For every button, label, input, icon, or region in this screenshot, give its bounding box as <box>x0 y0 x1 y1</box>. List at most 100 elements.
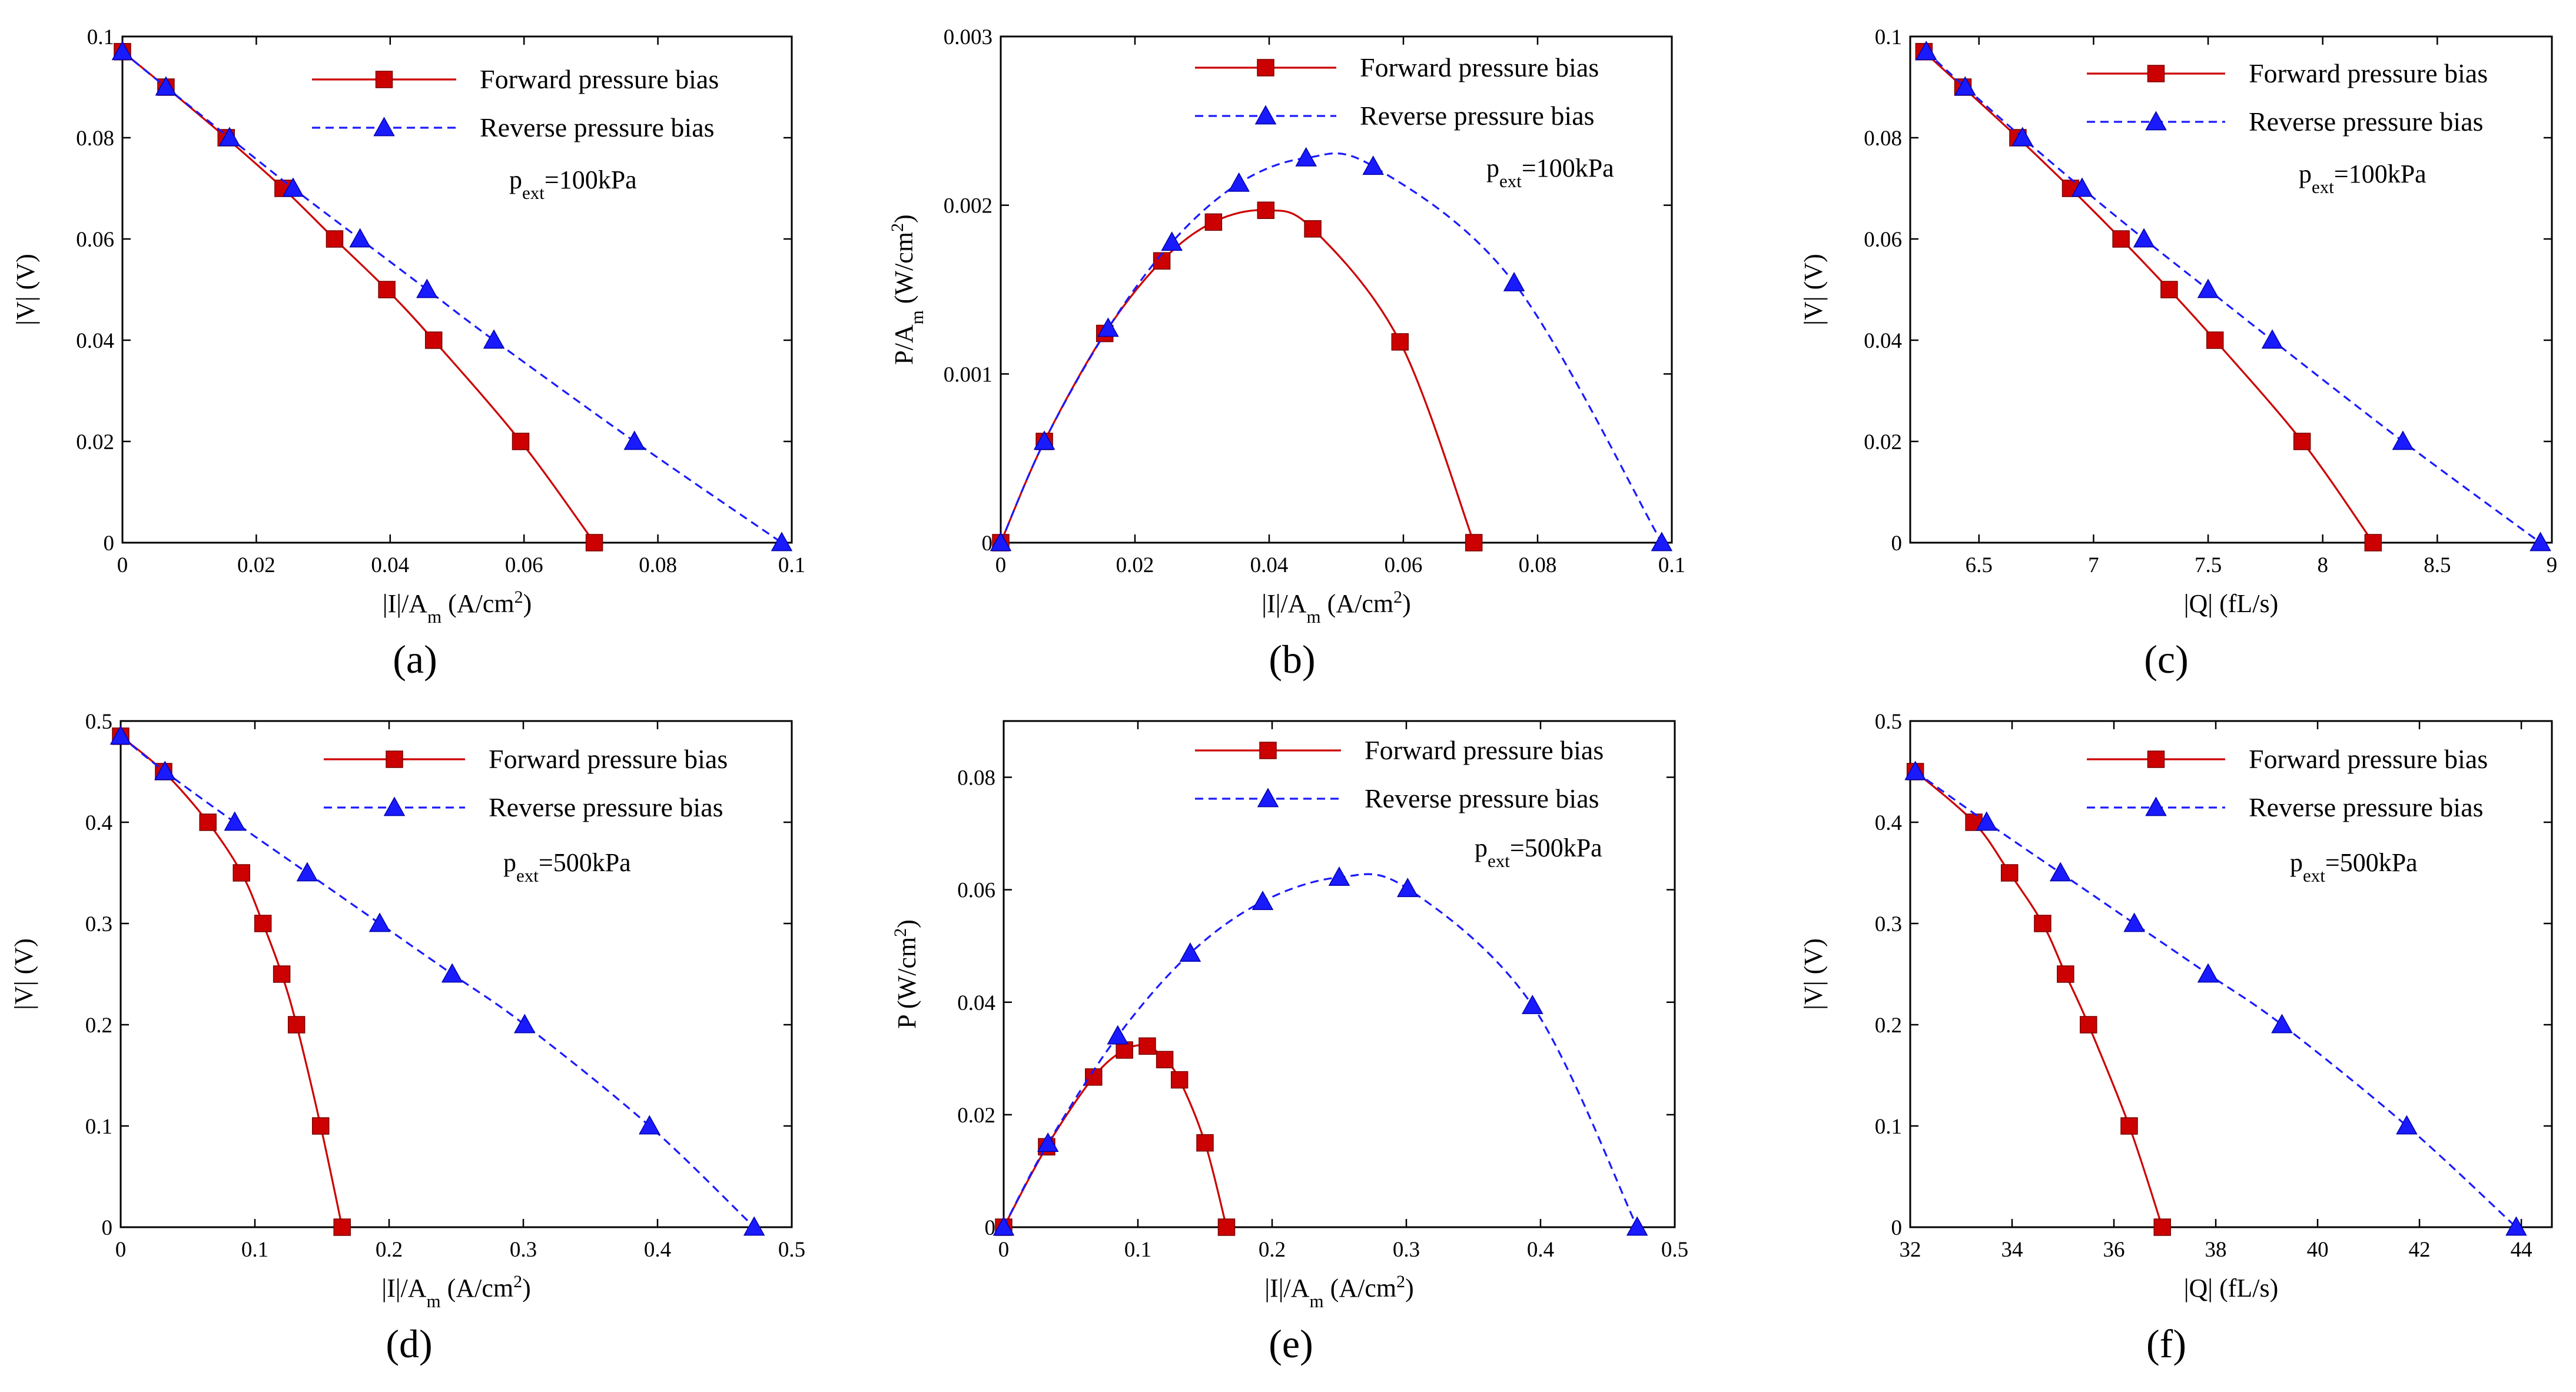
data-point <box>771 531 793 552</box>
legend-label: Forward pressure bias <box>2249 58 2488 88</box>
legend-marker <box>1254 105 1277 125</box>
data-point <box>2071 177 2093 197</box>
data-point <box>2206 331 2224 349</box>
y-axis-label: P (W/cm2) <box>891 919 922 1029</box>
panel-label: (c) <box>2144 637 2188 682</box>
data-point <box>199 813 217 831</box>
data-point <box>2529 531 2551 552</box>
data-point <box>1138 1037 1156 1055</box>
data-point <box>2034 915 2051 932</box>
data-point <box>512 433 530 450</box>
x-axis-label: |I|/Am (A/cm2) <box>383 587 532 627</box>
legend-label: Forward pressure bias <box>489 744 728 774</box>
data-point <box>2011 127 2034 147</box>
data-point <box>1362 155 1384 175</box>
data-point <box>1217 1218 1236 1236</box>
pressure-annotation: pext=100kPa <box>2299 160 2426 197</box>
x-tick-label: 0.3 <box>1393 1238 1420 1262</box>
data-point <box>2392 430 2414 450</box>
y-tick-label: 0.5 <box>1875 710 1902 734</box>
data-point <box>1033 430 1055 450</box>
legend-marker <box>375 71 393 88</box>
data-point <box>2396 1115 2418 1135</box>
legend-label: Reverse pressure bias <box>1360 101 1595 131</box>
y-tick-label: 0 <box>102 1216 113 1240</box>
series-reverse <box>111 41 793 552</box>
x-tick-label: 0.1 <box>778 553 805 577</box>
x-tick-label: 0.02 <box>237 553 275 577</box>
panel-label: (b) <box>1269 637 1315 682</box>
data-point <box>2505 1216 2527 1236</box>
x-axis-label: |I|/Am (A/cm2) <box>381 1272 530 1311</box>
data-point <box>1170 1071 1189 1089</box>
data-point <box>1116 1041 1133 1059</box>
y-axis-label: |V| (V) <box>1799 254 1828 325</box>
series-reverse <box>992 866 1648 1236</box>
chart-panel-f: 32 34 36 38 40 42 44 0 0.1 0.2 0.3 0.4 0.5 |Q| (fL/s)… <box>1799 710 2553 1366</box>
data-point <box>585 534 603 552</box>
x-tick-label: 0.04 <box>371 553 409 577</box>
x-axis-label: |Q| (fL/s) <box>2184 589 2279 618</box>
data-point <box>155 76 177 96</box>
data-point <box>2293 433 2311 450</box>
data-point <box>2112 230 2130 248</box>
legend-label: Reverse pressure bias <box>2249 107 2484 137</box>
y-tick-label: 0.002 <box>944 194 992 218</box>
pressure-annotation: pext=100kPa <box>1486 154 1614 191</box>
x-tick-label: 0 <box>115 1238 127 1262</box>
data-point <box>2120 1117 2138 1135</box>
data-point <box>287 1016 306 1034</box>
x-tick-label: 0.1 <box>1658 553 1685 577</box>
y-tick-label: 0.3 <box>1875 912 1902 936</box>
y-tick-label: 0.4 <box>1875 811 1902 835</box>
x-tick-label: 0.06 <box>1385 553 1423 577</box>
y-tick-label: 0.06 <box>76 228 114 252</box>
data-point <box>2057 965 2074 983</box>
y-tick-label: 0.06 <box>957 879 995 903</box>
series-reverse <box>1904 760 2527 1236</box>
y-axis-label: |V| (V) <box>11 254 40 325</box>
y-tick-label: 0 <box>104 531 115 556</box>
data-point <box>2197 278 2219 298</box>
data-point <box>1976 811 1998 831</box>
series-line <box>1002 1044 1228 1228</box>
data-point <box>1037 1132 1059 1152</box>
series-forward <box>992 201 1483 552</box>
data-point <box>639 1115 660 1135</box>
x-tick-label: 0.2 <box>376 1238 403 1262</box>
data-point <box>2160 281 2178 298</box>
legend-label: Reverse pressure bias <box>480 112 715 142</box>
plot-frame <box>1002 720 1676 1228</box>
y-tick-label: 0.1 <box>87 25 114 49</box>
data-point <box>2271 1014 2293 1034</box>
y-tick-label: 0 <box>985 1216 996 1240</box>
y-tick-label: 0.2 <box>1875 1014 1902 1038</box>
data-point <box>424 331 443 349</box>
x-tick-label: 0.02 <box>1116 553 1154 577</box>
legend-marker <box>2147 750 2165 768</box>
data-point <box>1295 147 1317 167</box>
data-point <box>1107 1025 1129 1045</box>
plot-frame <box>119 720 793 1228</box>
data-point <box>2364 534 2382 552</box>
series-forward <box>1906 763 2171 1236</box>
y-tick-label: 0.1 <box>1875 1115 1902 1139</box>
y-tick-label: 0.08 <box>1864 127 1902 151</box>
y-tick-label: 0 <box>982 531 993 556</box>
data-point <box>2197 963 2219 983</box>
x-tick-label: 44 <box>2511 1238 2532 1262</box>
data-point <box>2153 1218 2171 1236</box>
pressure-annotation: pext=500kPa <box>1475 833 1602 871</box>
data-point <box>1156 1051 1174 1068</box>
panel-label: (a) <box>393 637 437 682</box>
data-point <box>2261 329 2283 349</box>
series-reverse <box>1915 41 2551 552</box>
data-point <box>233 864 250 882</box>
x-tick-label: 0.3 <box>510 1238 537 1262</box>
pressure-annotation: pext=500kPa <box>503 848 631 886</box>
data-point <box>154 760 176 780</box>
x-tick-label: 36 <box>2103 1238 2125 1262</box>
y-tick-label: 0.3 <box>85 912 112 936</box>
data-point <box>623 430 646 450</box>
data-point <box>1196 1134 1214 1152</box>
